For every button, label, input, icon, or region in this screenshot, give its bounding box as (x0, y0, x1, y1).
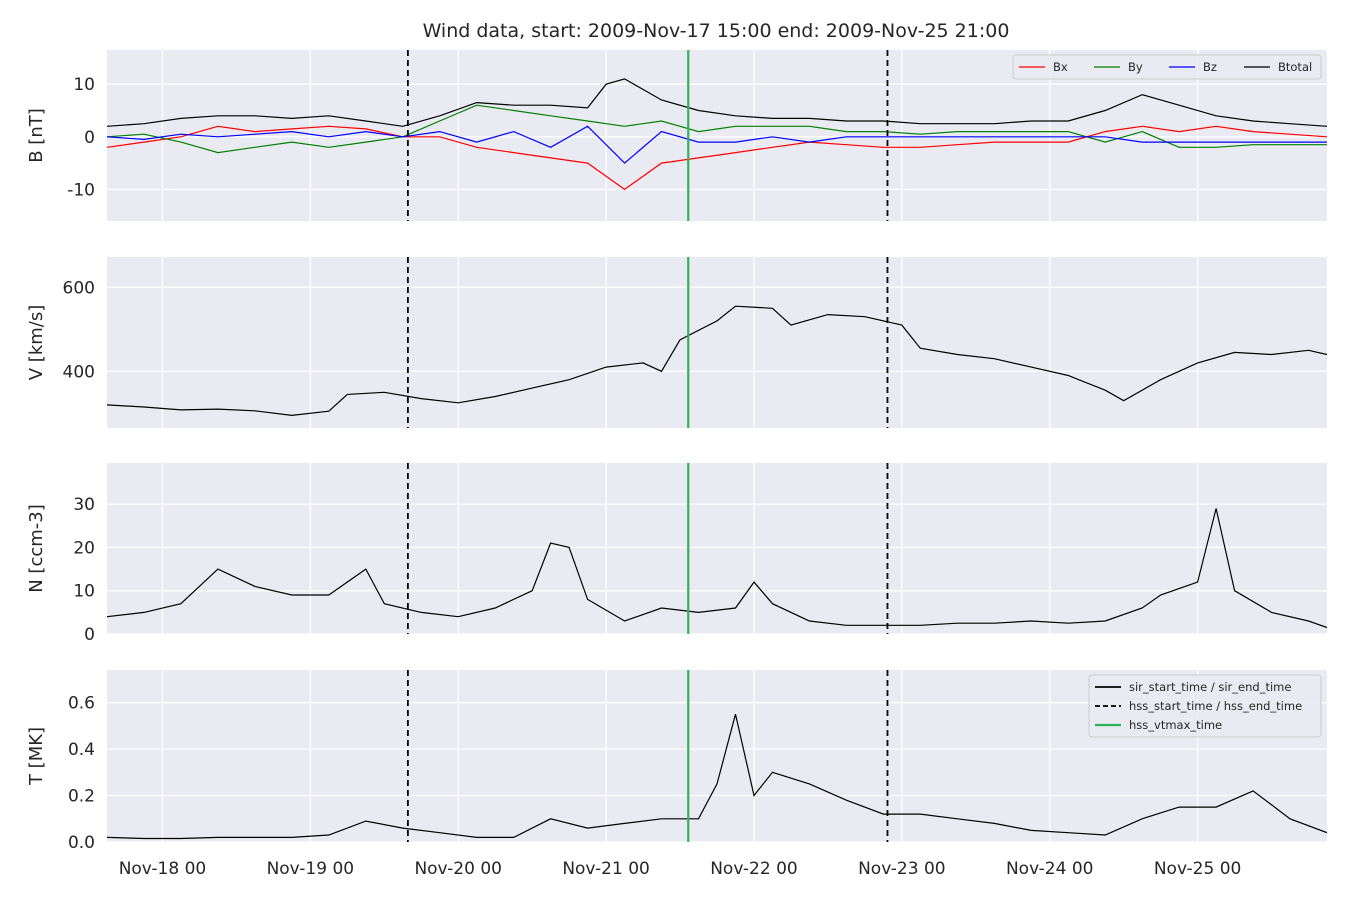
series-line-bz (107, 125, 1327, 164)
x-tick-label: Nov-22 00 (710, 859, 798, 879)
x-tick-label: Nov-18 00 (119, 859, 207, 879)
x-tick-label: Nov-24 00 (1006, 859, 1094, 879)
y-tick-label: 0.4 (68, 740, 95, 760)
series-group (107, 714, 1327, 840)
series-line-n (107, 508, 1327, 629)
y-tick-label: 30 (73, 495, 95, 515)
legend-label-bz: Bz (1203, 60, 1217, 74)
legend-frame (1012, 54, 1322, 80)
panel-N: 0 10 20 30 N [ccm-3] (26, 463, 1327, 645)
legend-frame (1088, 674, 1322, 738)
series-group (107, 508, 1327, 629)
series-line-t (107, 714, 1327, 840)
legend-label: hss_vtmax_time (1129, 718, 1222, 732)
panel-background (107, 463, 1327, 634)
x-tick-label: Nov-23 00 (858, 859, 946, 879)
legend-label: hss_start_time / hss_end_time (1129, 699, 1302, 713)
legend-label: sir_start_time / sir_end_time (1129, 680, 1291, 694)
y-tick-label: 600 (63, 278, 95, 298)
x-tick-label: Nov-20 00 (414, 859, 502, 879)
y-tick-label: 0 (84, 625, 95, 645)
y-tick-label: 0.2 (68, 787, 95, 807)
panel-V: 400 600 V [km/s] (26, 257, 1327, 428)
y-tick-label: 0 (84, 128, 95, 148)
panel-B: -10 0 10 B [nT] Bx By Bz Btotal (26, 50, 1327, 221)
series-line-by (107, 104, 1327, 154)
series-line-btotal (107, 78, 1327, 127)
y-tick-label: 10 (73, 582, 95, 602)
panel-background (107, 257, 1327, 428)
y-tick-label: 0.0 (68, 833, 95, 853)
legend-label-btotal: Btotal (1278, 60, 1312, 74)
b-legend: Bx By Bz Btotal (1012, 54, 1322, 80)
y-axis-label: T [MK] (26, 727, 47, 786)
x-tick-label: Nov-19 00 (267, 859, 355, 879)
legend-label-bx: Bx (1053, 60, 1068, 74)
y-tick-label: 10 (73, 75, 95, 95)
y-tick-label: 0.6 (68, 694, 95, 714)
panel-T: 0.0 0.2 0.4 0.6 T [MK] sir_start_time / sir_e… (26, 670, 1327, 879)
y-axis-label: V [km/s] (26, 305, 47, 380)
series-group (107, 305, 1327, 417)
y-tick-label: 20 (73, 538, 95, 558)
y-axis-label: B [nT] (26, 108, 47, 163)
panels: -10 0 10 B [nT] Bx By Bz Btotal 400 600 V [km/s] 0 1… (26, 50, 1327, 879)
series-group (107, 78, 1327, 191)
y-axis-label: N [ccm-3] (26, 504, 47, 593)
series-line-v (107, 305, 1327, 417)
x-tick-label: Nov-25 00 (1154, 859, 1242, 879)
chart-title: Wind data, start: 2009-Nov-17 15:00 end:… (423, 20, 1010, 42)
y-tick-label: 400 (63, 362, 95, 382)
t-legend: sir_start_time / sir_end_time hss_start_t… (1088, 674, 1322, 738)
x-tick-label: Nov-21 00 (562, 859, 650, 879)
y-tick-label: -10 (67, 180, 95, 200)
series-line-bx (107, 125, 1327, 191)
legend-label-by: By (1128, 60, 1143, 74)
